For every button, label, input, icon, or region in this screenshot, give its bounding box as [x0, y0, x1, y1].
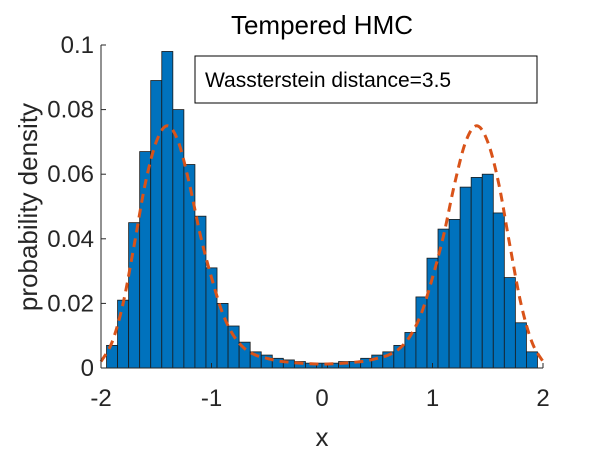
histogram-bar — [271, 357, 284, 369]
histogram-bar — [526, 351, 538, 369]
histogram-bar — [227, 325, 240, 369]
x-tick-label: 1 — [426, 385, 439, 412]
chart-title: Tempered HMC — [231, 10, 413, 40]
annotation-box — [194, 55, 538, 104]
histogram-bar — [459, 186, 472, 369]
histogram-bar — [448, 219, 461, 369]
histogram-bar — [481, 173, 494, 369]
x-tick-label: 2 — [536, 385, 549, 412]
x-axis-label: x — [316, 422, 329, 452]
y-tick-label: 0.04 — [47, 226, 94, 253]
histogram-bar — [503, 277, 516, 369]
x-ticks: -2 -1 0 1 2 — [90, 363, 550, 412]
y-tick-label: 0.08 — [47, 97, 94, 124]
annotation-text: Wassterstein distance=3.5 — [205, 69, 451, 92]
histogram-bars — [106, 51, 538, 369]
histogram-bar — [117, 299, 130, 369]
y-tick-label: 0.02 — [47, 290, 94, 317]
y-ticks: 0 0.02 0.04 0.06 0.08 0.1 — [47, 32, 106, 382]
y-tick-label: 0 — [81, 355, 94, 382]
histogram-bar — [161, 51, 174, 369]
density-curve — [99, 124, 545, 366]
x-tick-label: 0 — [315, 385, 328, 412]
histogram-bar — [150, 80, 163, 369]
histogram-bar — [470, 177, 483, 369]
histogram-bar — [415, 296, 428, 369]
histogram-bar — [492, 212, 505, 369]
histogram-bar — [106, 344, 118, 369]
histogram-bar — [216, 302, 229, 369]
x-tick-label: -1 — [201, 385, 222, 412]
y-axis-label: probability density — [13, 103, 43, 311]
y-tick-label: 0.1 — [61, 32, 94, 59]
histogram-bar — [426, 257, 439, 369]
histogram-bar — [172, 109, 185, 369]
y-tick-label: 0.06 — [47, 161, 94, 188]
x-tick-label: -2 — [90, 385, 111, 412]
histogram-bar — [514, 322, 527, 369]
